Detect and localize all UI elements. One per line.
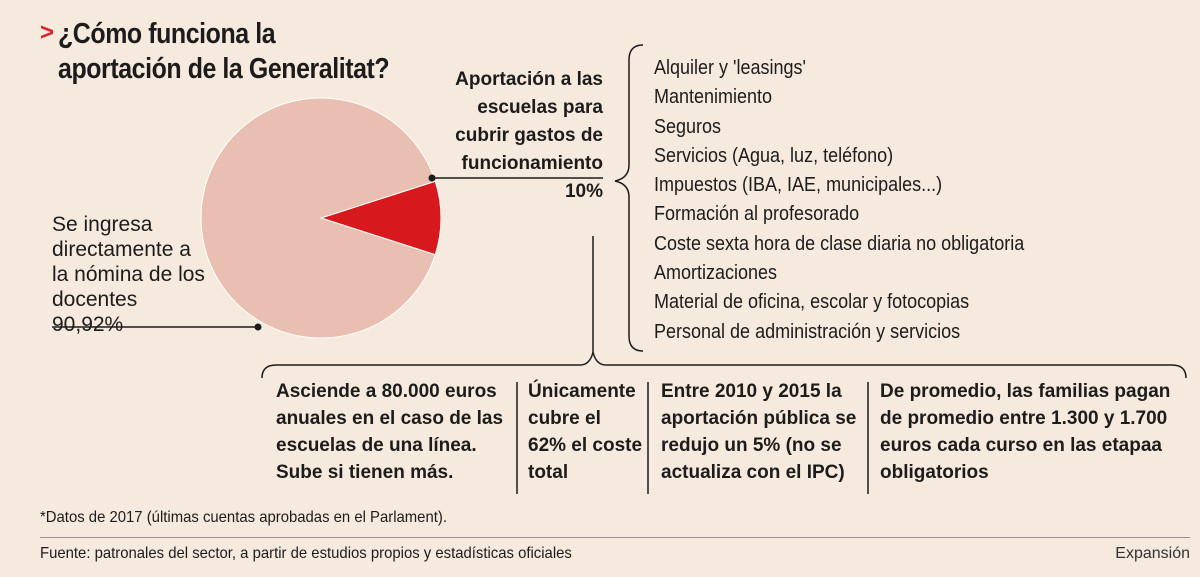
expense-items-list: Alquiler y 'leasings' Mantenimiento Segu… [654,54,1024,347]
expense-item: Seguros [654,115,722,138]
expense-item: Impuestos (IBA, IAE, municipales...) [654,174,943,197]
small-slice-leader-dot [428,174,436,182]
footnote: *Datos de 2017 (últimas cuentas aprobada… [40,509,447,526]
small-slice-percentage: 10% [564,181,603,202]
expense-item: Amortizaciones [654,262,778,285]
big-slice-label: Se ingresa directamente a la nómina de l… [52,212,212,337]
footer-divider [40,537,1190,538]
expense-item: Coste sexta hora de clase diaria no obli… [654,232,1025,255]
pie-slice-school-operation [319,180,442,256]
expense-item: Personal de administración y servicios [654,320,961,343]
source-credit: Fuente: patronales del sector, a partir … [40,545,572,562]
expense-item: Servicios (Agua, luz, teléfono) [654,144,894,167]
pie-chart [200,97,442,339]
page-title: ¿Cómo funciona la aportación de la Gener… [58,18,390,85]
expense-item: Material de oficina, escolar y fotocopia… [654,291,970,314]
big-slice-leader-dot [254,323,262,331]
pie-slice-teacher-payroll [200,97,436,339]
note-column-1: Asciende a 80.000 euros anuales en el ca… [276,381,504,483]
small-slice-label: Aportación a las escuelas para cubrir ga… [420,66,603,206]
big-slice-percentage: 90,92% [52,313,124,336]
note-column-2: Únicamente cubre el 62% el coste total [528,381,643,483]
expense-item: Formación al profesorado [654,203,860,226]
note-column-3: Entre 2010 y 2015 la aportación pública … [661,381,857,483]
big-slice-label-text: Se ingresa directamente a la nómina de l… [52,213,205,311]
expense-item: Mantenimiento [654,86,773,109]
small-slice-label-text: Aportación a las escuelas para cubrir ga… [455,69,603,174]
expense-item: Alquiler y 'leasings' [654,57,806,79]
notes-brace [261,351,1187,379]
note-column-4: De promedio, las familias pagan de prome… [880,381,1171,483]
title-arrow-icon: > [40,19,55,46]
brand-credit: Expansión [1115,545,1190,562]
expense-list-brace [614,44,644,352]
